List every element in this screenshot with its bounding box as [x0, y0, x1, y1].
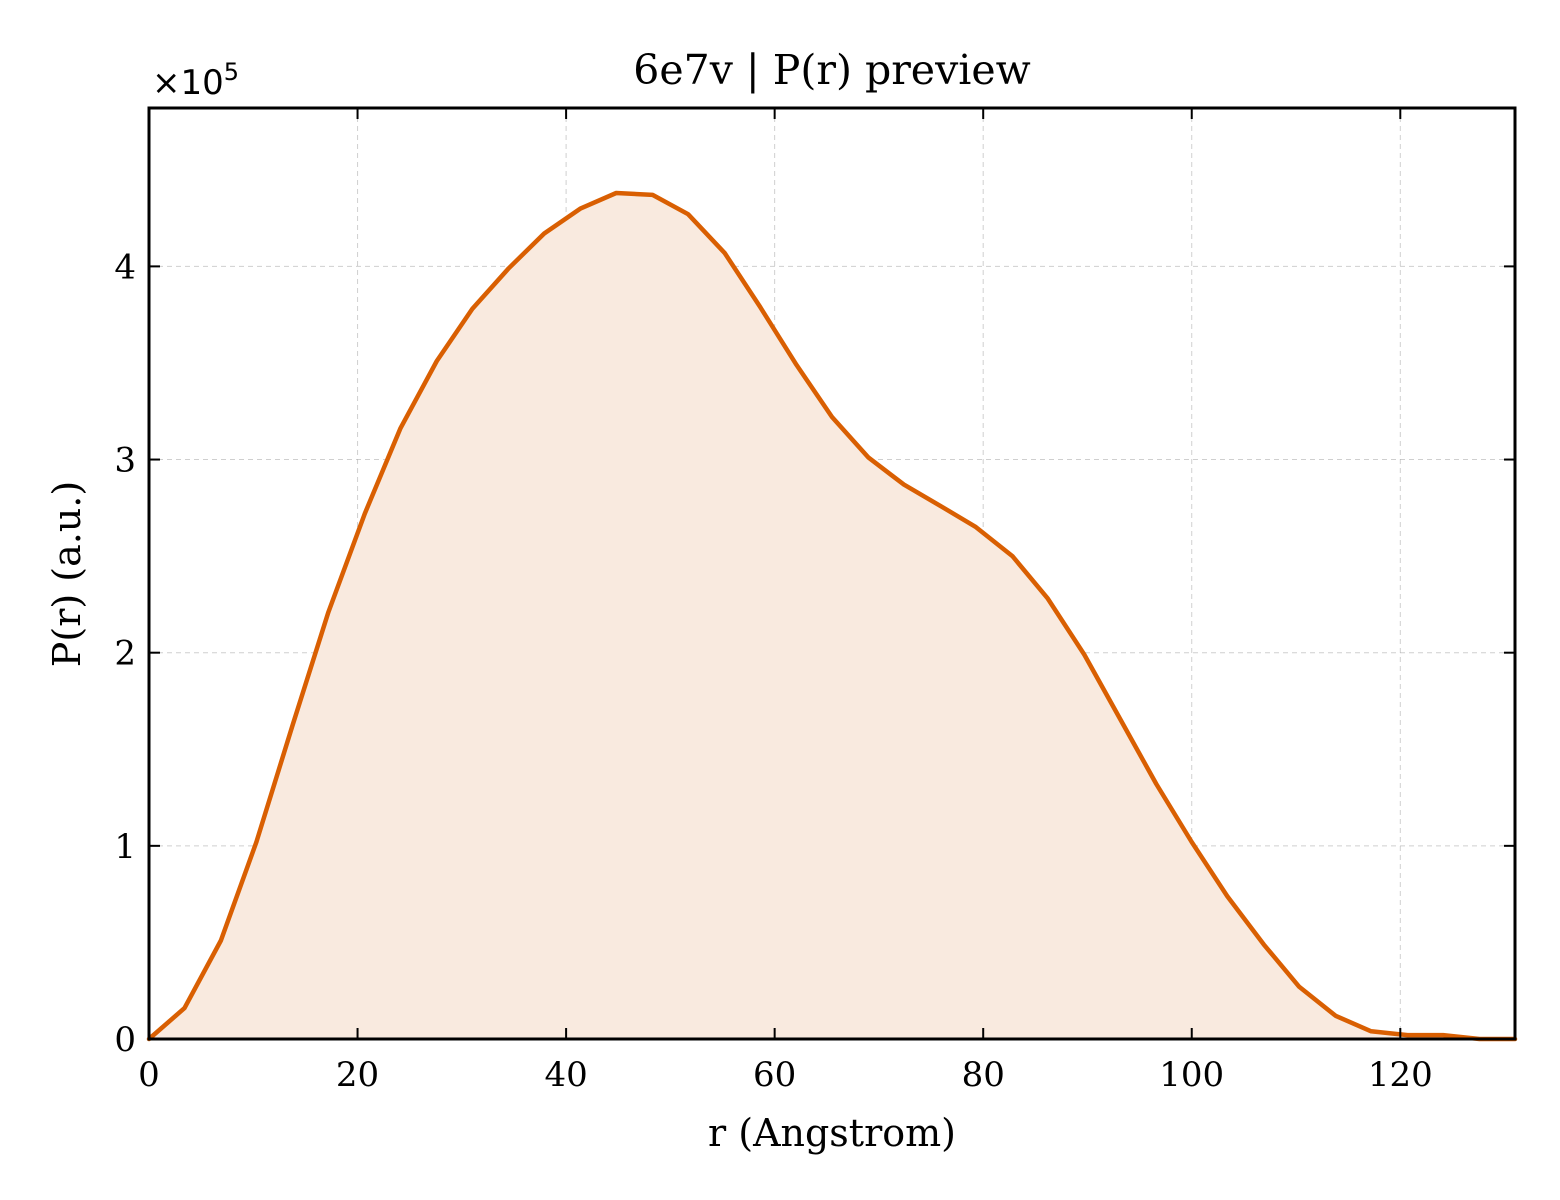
- x-tick-label: 120: [1368, 1055, 1433, 1095]
- data-point: [1226, 894, 1229, 898]
- data-point: [579, 207, 582, 210]
- data-point: [291, 723, 295, 726]
- x-axis-label: r (Angstrom): [708, 1111, 956, 1155]
- data-point: [1190, 840, 1193, 844]
- data-point: [399, 427, 402, 430]
- data-point: [902, 483, 906, 486]
- y-scale-exponent: 5: [224, 58, 239, 86]
- data-point: [939, 504, 942, 508]
- x-tick-label: 0: [138, 1055, 160, 1095]
- data-point: [1155, 782, 1158, 786]
- data-point: [795, 363, 798, 367]
- x-tick-label: 60: [753, 1055, 796, 1095]
- data-point: [363, 512, 366, 515]
- chart-title: 6e7v | P(r) preview: [633, 46, 1030, 94]
- data-point: [1011, 554, 1014, 558]
- y-tick-label: 0: [114, 1020, 136, 1060]
- y-scale-offset: ×105: [152, 58, 239, 103]
- data-point: [1441, 1033, 1445, 1037]
- x-tick-label: 80: [962, 1055, 1005, 1095]
- data-point: [543, 232, 546, 235]
- data-point: [651, 193, 654, 197]
- y-tick-label: 3: [114, 441, 136, 481]
- data-point: [1298, 985, 1301, 988]
- data-point: [1046, 597, 1050, 600]
- data-point: [615, 191, 618, 195]
- data-point: [830, 415, 834, 419]
- data-point: [255, 840, 258, 844]
- data-point: [1083, 653, 1086, 656]
- data-point: [1406, 1033, 1409, 1037]
- data-point: [327, 610, 330, 614]
- data-point: [974, 525, 978, 529]
- y-tick-label: 2: [114, 634, 136, 674]
- data-point: [183, 1006, 186, 1010]
- data-point: [471, 307, 474, 311]
- data-point: [867, 456, 870, 459]
- data-point: [758, 305, 762, 309]
- plot-frame: [147, 106, 1517, 1041]
- data-point: [1369, 1030, 1373, 1033]
- x-tick-label: 40: [544, 1055, 587, 1095]
- ticks: 0 20 40 60 80 100 120 0 1 2 3 4: [114, 108, 1515, 1095]
- data-point: [1334, 1014, 1337, 1017]
- data-point: [1262, 943, 1265, 946]
- data-point: [1118, 717, 1122, 720]
- y-tick-label: 4: [114, 247, 136, 287]
- series-area: [149, 193, 1515, 1039]
- data-point: [219, 939, 223, 942]
- y-axis-label: P(r) (a.u.): [45, 481, 89, 667]
- x-tick-label: 20: [336, 1055, 379, 1095]
- data-point: [723, 251, 726, 255]
- y-tick-label: 1: [114, 827, 136, 867]
- data-point: [507, 267, 510, 270]
- x-tick-label: 100: [1159, 1055, 1224, 1095]
- data-point: [435, 359, 438, 363]
- data-point: [686, 213, 690, 216]
- y-scale-base: ×10: [152, 63, 224, 103]
